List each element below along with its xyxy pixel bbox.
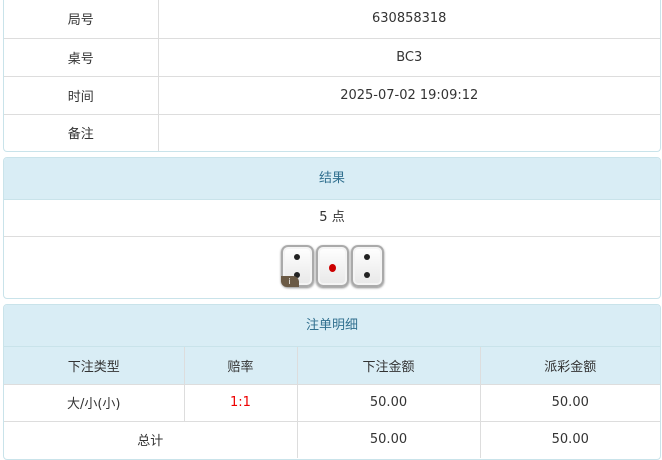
round-info-panel: 局号 630858318 桌号 BC3 时间 2025-07-02 19:09:12 … — [3, 0, 661, 152]
info-row-table: 桌号 BC3 — [4, 37, 660, 77]
round-info-table: 局号 630858318 桌号 BC3 时间 2025-07-02 19:09:12 … — [4, 0, 660, 151]
round-label: 局号 — [4, 0, 159, 39]
total-payout: 50.00 — [479, 420, 660, 458]
result-points: 5 点 — [4, 200, 660, 237]
bet-type: 大/小(小) — [4, 383, 185, 422]
col-bet-type: 下注类型 — [4, 347, 185, 385]
bet-details-table: 下注类型 赔率 下注金额 派彩金额 大/小(小) 1:1 50.00 50.00… — [4, 347, 660, 458]
table-value: BC3 — [157, 37, 660, 77]
result-title: 结果 — [4, 158, 660, 200]
table-label: 桌号 — [4, 37, 159, 77]
remark-value — [157, 113, 660, 151]
result-panel: 结果 5 点 i — [3, 157, 661, 299]
info-row-remark: 备注 — [4, 113, 660, 151]
die-two-icon — [350, 245, 384, 287]
time-value: 2025-07-02 19:09:12 — [157, 75, 660, 115]
die-one-icon — [315, 245, 349, 287]
info-badge-icon[interactable]: i — [280, 276, 299, 287]
odds: 1:1 — [183, 383, 298, 422]
time-label: 时间 — [4, 75, 159, 115]
bet-header-row: 下注类型 赔率 下注金额 派彩金额 — [4, 347, 660, 385]
die-two-icon: i — [280, 245, 314, 287]
bet-details-title: 注单明细 — [4, 305, 660, 347]
remark-label: 备注 — [4, 113, 159, 151]
info-row-round: 局号 630858318 — [4, 0, 660, 39]
dice-row: i — [4, 237, 660, 287]
round-value: 630858318 — [157, 0, 660, 39]
table-row: 大/小(小) 1:1 50.00 50.00 — [4, 383, 660, 422]
total-amount: 50.00 — [296, 420, 481, 458]
total-label: 总计 — [4, 420, 298, 458]
bet-details-panel: 注单明细 下注类型 赔率 下注金额 派彩金额 大/小(小) 1:1 50.00 … — [3, 304, 661, 460]
col-payout: 派彩金额 — [479, 347, 660, 385]
bet-amount: 50.00 — [296, 383, 481, 422]
total-row: 总计 50.00 50.00 — [4, 420, 660, 458]
col-bet-amount: 下注金额 — [296, 347, 481, 385]
info-row-time: 时间 2025-07-02 19:09:12 — [4, 75, 660, 115]
col-odds: 赔率 — [183, 347, 298, 385]
payout: 50.00 — [479, 383, 660, 422]
